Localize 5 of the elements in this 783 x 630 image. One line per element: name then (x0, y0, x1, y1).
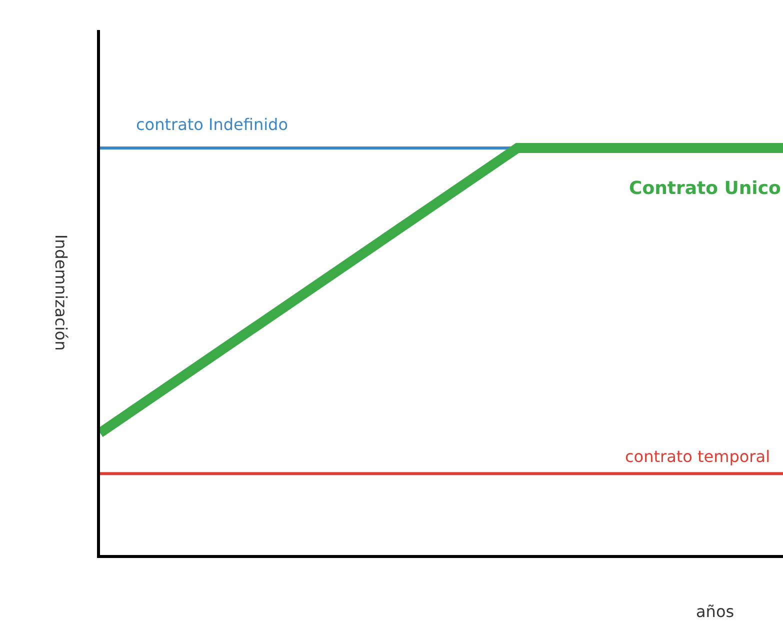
y-axis-title: Indemnización (52, 234, 71, 351)
series-label: contrato Indefinido (136, 115, 288, 134)
series-label: contrato temporal (625, 447, 770, 466)
series-label: Contrato Unico (629, 178, 781, 199)
x-axis-title: años (696, 602, 734, 621)
